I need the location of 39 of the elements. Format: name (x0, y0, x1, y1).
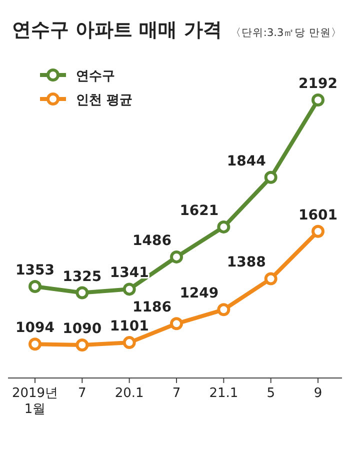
x-tick-label: 9 (314, 386, 322, 401)
data-label: 1186 (132, 300, 172, 316)
data-label: 1325 (62, 268, 102, 285)
point (28, 338, 42, 351)
data-label: 1341 (110, 265, 149, 282)
data-label: 1844 (226, 153, 266, 170)
point (264, 170, 278, 184)
legend-label: 연수구 (76, 69, 115, 84)
x-tick-label: 5 (266, 386, 275, 401)
data-label: 1094 (16, 320, 55, 336)
data-label: 1621 (180, 202, 219, 219)
x-tick-label: 7 (172, 386, 181, 401)
point (76, 338, 89, 352)
point (122, 336, 136, 350)
point (312, 224, 324, 238)
chart-title: 연수구 아파트 매매 가격 (12, 19, 222, 41)
data-label: 1101 (110, 318, 149, 335)
point (170, 317, 183, 330)
point (28, 280, 42, 294)
point (170, 250, 183, 264)
point (122, 282, 136, 296)
point (264, 272, 278, 286)
point (76, 286, 89, 300)
point (217, 220, 230, 234)
x-tick-label: 7 (78, 386, 86, 401)
data-label: 1249 (180, 286, 219, 302)
x-tick-label: 2019년 1월 (12, 386, 58, 417)
point (217, 303, 230, 316)
data-label: 2192 (298, 76, 338, 92)
data-label: 1486 (132, 232, 172, 249)
x-tick-label: 21.1 (209, 386, 238, 401)
x-tick-label: 20.1 (114, 386, 144, 401)
data-label: 1353 (16, 262, 54, 279)
data-label: 1090 (62, 321, 102, 337)
point (312, 94, 324, 106)
chart-subtitle: 〈단위:3.3㎡당 만원〉 (230, 27, 342, 39)
data-label: 1388 (226, 254, 266, 271)
legend-label: 인천 평균 (76, 93, 133, 108)
data-label: 1601 (298, 207, 338, 224)
